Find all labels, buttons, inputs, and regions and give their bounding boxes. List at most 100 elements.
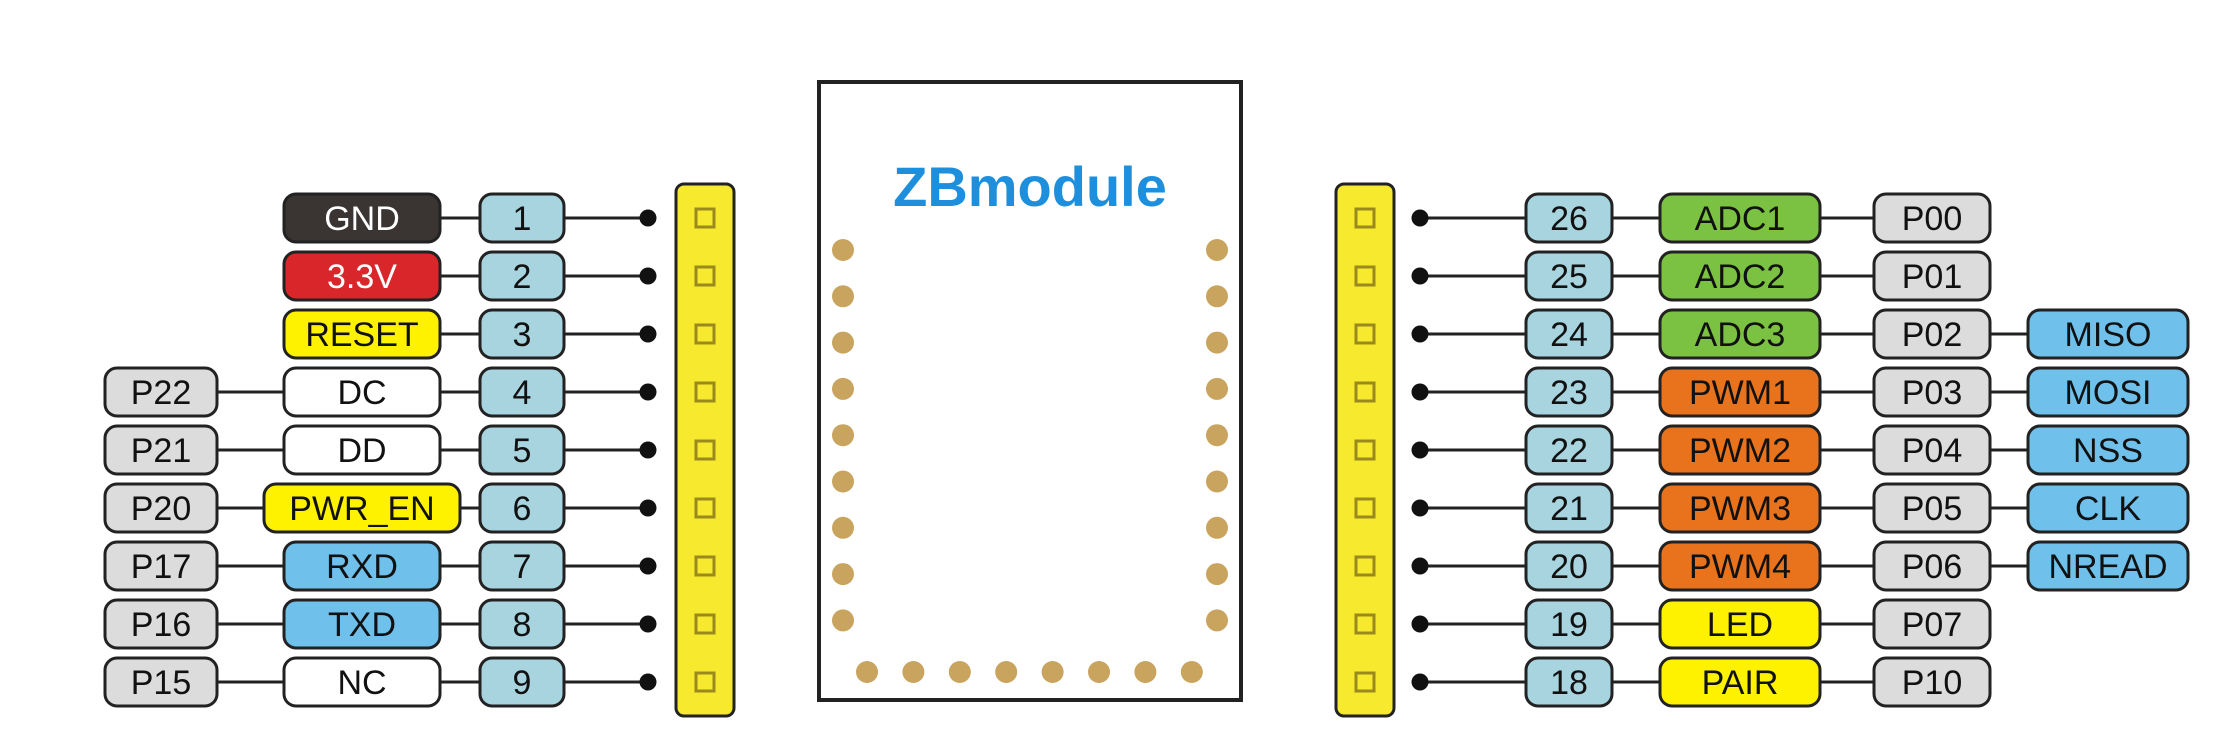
- pin-number-box: [478, 598, 566, 650]
- header-pin: [694, 613, 716, 635]
- pin-number-box-label: 2: [513, 258, 532, 296]
- pin-number-box-label: 5: [513, 432, 532, 470]
- alt-function-label-box: [2026, 308, 2190, 360]
- module-body: [817, 80, 1243, 702]
- pin-number-box: [1524, 598, 1614, 650]
- pad-dot: [995, 661, 1018, 683]
- pin-number-box-label: 8: [513, 606, 532, 644]
- right-pin-group: 26 ADC1 P00 25 ADC2 P01 24 ADC3 P02 MISO 23 PWM1 P03…: [1354, 192, 2190, 708]
- pin-dot: [639, 441, 657, 459]
- port-label-box-label: P06: [1902, 548, 1963, 586]
- pin-dot: [1411, 499, 1429, 517]
- port-label-box: [1872, 656, 1992, 708]
- pin-dot: [1411, 673, 1429, 691]
- header-pin: [1354, 207, 1376, 229]
- pin-number-box: [478, 308, 566, 360]
- pad-dot: [832, 563, 854, 586]
- port-label-box: [103, 366, 219, 418]
- left-pin-row: GND 1: [282, 192, 716, 244]
- pin-number-box: [1524, 366, 1614, 418]
- function-label-box-label: DC: [337, 374, 386, 412]
- pin-dot: [1411, 267, 1429, 285]
- header-pin: [694, 555, 716, 577]
- port-label-box-label: P04: [1902, 432, 1963, 470]
- pin-number-box: [478, 366, 566, 418]
- pin-number-box-label: 3: [513, 316, 532, 354]
- function-label-box-label: RXD: [326, 548, 398, 586]
- right-pin-row: 21 PWM3 P05 CLK: [1354, 482, 2190, 534]
- pin-number-box-label: 21: [1550, 490, 1588, 528]
- header-pin: [1354, 671, 1376, 693]
- pin-number-box-label: 18: [1550, 664, 1588, 702]
- port-label-box: [103, 424, 219, 476]
- pad-dot: [1206, 377, 1228, 400]
- port-label-box-label: P20: [131, 490, 192, 528]
- function-label-box: [1658, 192, 1822, 244]
- port-label-box: [103, 482, 219, 534]
- pin-dot: [639, 325, 657, 343]
- header-pin: [694, 265, 716, 287]
- function-label-box-label: PWM3: [1689, 490, 1791, 528]
- pin-dot: [639, 557, 657, 575]
- header-pin: [694, 497, 716, 519]
- alt-function-label-box: [2026, 366, 2190, 418]
- module-pads: [832, 239, 1228, 683]
- right-pin-row: 23 PWM1 P03 MOSI: [1354, 366, 2190, 418]
- pad-dot: [1206, 285, 1228, 308]
- pad-dot: [1206, 470, 1228, 493]
- left-pin-row: P20 PWR_EN 6: [103, 482, 716, 534]
- pad-dot: [832, 470, 854, 493]
- left-pin-row: 3.3V 2: [282, 250, 716, 302]
- pin-dot: [1411, 209, 1429, 227]
- pin-number-box: [478, 540, 566, 592]
- alt-function-label-box: [2026, 540, 2190, 592]
- alt-function-label-box-label: NSS: [2073, 432, 2143, 470]
- pin-number-box-label: 20: [1550, 548, 1588, 586]
- port-label-box: [1872, 250, 1992, 302]
- function-label-box-label: PWR_EN: [289, 490, 434, 528]
- pin-number-box-label: 1: [513, 200, 532, 238]
- pin-number-box: [1524, 192, 1614, 244]
- function-label-box-label: RESET: [305, 316, 418, 354]
- pin-number-box-label: 4: [513, 374, 532, 412]
- port-label-box-label: P05: [1902, 490, 1963, 528]
- pin-number-box: [1524, 482, 1614, 534]
- pin-number-box-label: 26: [1550, 200, 1588, 238]
- right-pin-row: 22 PWM2 P04 NSS: [1354, 424, 2190, 476]
- pin-dot: [1411, 325, 1429, 343]
- pad-dot: [832, 331, 854, 354]
- function-label-box: [282, 308, 442, 360]
- pin-dot: [639, 209, 657, 227]
- pad-dot: [1180, 661, 1203, 683]
- pin-number-box: [478, 192, 566, 244]
- port-label-box: [1872, 308, 1992, 360]
- pin-dot: [1411, 441, 1429, 459]
- port-label-box-label: P16: [131, 606, 192, 644]
- left-pin-row: P17 RXD 7: [103, 540, 716, 592]
- function-label-box-label: PWM2: [1689, 432, 1791, 470]
- function-label-box: [282, 424, 442, 476]
- pin-number-box-label: 6: [513, 490, 532, 528]
- pin-number-box-label: 23: [1550, 374, 1588, 412]
- pin-number-box: [1524, 308, 1614, 360]
- pin-dot: [1411, 615, 1429, 633]
- function-label-box: [1658, 656, 1822, 708]
- function-label-box-label: ADC3: [1695, 316, 1786, 354]
- function-label-box: [1658, 424, 1822, 476]
- function-label-box: [1658, 308, 1822, 360]
- port-label-box-label: P02: [1902, 316, 1963, 354]
- pin-number-box: [1524, 250, 1614, 302]
- alt-function-label-box-label: MISO: [2065, 316, 2152, 354]
- function-label-box: [1658, 250, 1822, 302]
- pad-dot: [856, 661, 878, 683]
- header-pin: [694, 381, 716, 403]
- pin-number-box: [478, 656, 566, 708]
- port-label-box: [103, 598, 219, 650]
- pin-number-box-label: 24: [1550, 316, 1588, 354]
- right-pin-row: 19 LED P07: [1354, 598, 1992, 650]
- pad-dot: [1206, 424, 1228, 447]
- pin-number-box-label: 19: [1550, 606, 1588, 644]
- pad-dot: [1206, 516, 1228, 539]
- port-label-box: [1872, 598, 1992, 650]
